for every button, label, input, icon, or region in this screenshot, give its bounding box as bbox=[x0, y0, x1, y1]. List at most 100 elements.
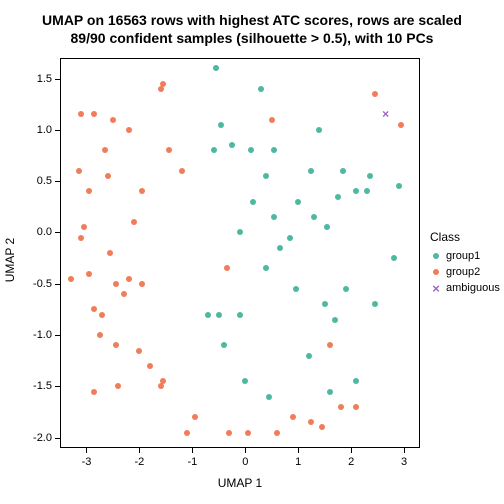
y-tick-label: 0.0 bbox=[24, 226, 52, 238]
scatter-point-group2 bbox=[139, 188, 145, 194]
y-tick-label: -1.5 bbox=[24, 380, 52, 392]
scatter-point-group2 bbox=[136, 348, 142, 354]
y-tick-mark bbox=[55, 438, 60, 439]
scatter-point-group2 bbox=[269, 117, 275, 123]
scatter-point-group2 bbox=[102, 147, 108, 153]
x-tick-mark bbox=[404, 448, 405, 453]
scatter-point-group1 bbox=[271, 214, 277, 220]
y-tick-label: -1.0 bbox=[24, 329, 52, 341]
scatter-point-group2 bbox=[126, 127, 132, 133]
x-tick-label: -2 bbox=[135, 456, 145, 468]
scatter-point-group1 bbox=[263, 173, 269, 179]
scatter-point-group2 bbox=[86, 188, 92, 194]
x-tick-label: -1 bbox=[187, 456, 197, 468]
scatter-point-group1 bbox=[229, 142, 235, 148]
scatter-point-group2 bbox=[78, 235, 84, 241]
scatter-point-group2 bbox=[290, 414, 296, 420]
scatter-point-group2 bbox=[91, 389, 97, 395]
scatter-point-group1 bbox=[237, 312, 243, 318]
scatter-point-group2 bbox=[113, 281, 119, 287]
scatter-point-group1 bbox=[216, 312, 222, 318]
chart-container: UMAP on 16563 rows with highest ATC scor… bbox=[0, 0, 504, 504]
y-axis-label: UMAP 2 bbox=[3, 210, 17, 310]
scatter-point-group2 bbox=[338, 404, 344, 410]
scatter-point-group1 bbox=[211, 147, 217, 153]
scatter-point-group2 bbox=[139, 281, 145, 287]
scatter-point-group2 bbox=[76, 168, 82, 174]
scatter-point-group2 bbox=[115, 383, 121, 389]
scatter-point-group2 bbox=[81, 224, 87, 230]
y-tick-mark bbox=[55, 130, 60, 131]
circle-marker-icon bbox=[430, 266, 442, 278]
scatter-point-group2 bbox=[158, 86, 164, 92]
scatter-point-group1 bbox=[250, 199, 256, 205]
scatter-point-group1 bbox=[205, 312, 211, 318]
chart-title: UMAP on 16563 rows with highest ATC scor… bbox=[0, 12, 504, 47]
x-tick-mark bbox=[86, 448, 87, 453]
scatter-point-group2 bbox=[184, 430, 190, 436]
x-tick-mark bbox=[298, 448, 299, 453]
x-tick-mark bbox=[351, 448, 352, 453]
scatter-point-group1 bbox=[340, 168, 346, 174]
scatter-point-group2 bbox=[179, 168, 185, 174]
scatter-point-ambiguous: × bbox=[382, 108, 389, 120]
scatter-point-group1 bbox=[263, 265, 269, 271]
x-axis-label: UMAP 1 bbox=[60, 476, 420, 490]
scatter-point-group2 bbox=[105, 173, 111, 179]
scatter-point-group2 bbox=[78, 111, 84, 117]
x-tick-mark bbox=[139, 448, 140, 453]
scatter-point-group1 bbox=[311, 214, 317, 220]
scatter-point-group1 bbox=[372, 301, 378, 307]
title-line-1: UMAP on 16563 rows with highest ATC scor… bbox=[0, 12, 504, 30]
scatter-point-group2 bbox=[113, 342, 119, 348]
legend-item: group1 bbox=[430, 248, 500, 264]
scatter-point-group1 bbox=[213, 65, 219, 71]
scatter-point-group2 bbox=[68, 276, 74, 282]
scatter-point-group1 bbox=[258, 86, 264, 92]
scatter-point-group1 bbox=[364, 188, 370, 194]
scatter-point-group1 bbox=[367, 173, 373, 179]
scatter-point-group1 bbox=[308, 168, 314, 174]
scatter-point-group2 bbox=[86, 271, 92, 277]
scatter-point-group2 bbox=[126, 276, 132, 282]
scatter-point-group1 bbox=[316, 127, 322, 133]
scatter-point-group1 bbox=[242, 378, 248, 384]
scatter-point-group2 bbox=[91, 306, 97, 312]
legend-label: group2 bbox=[446, 266, 480, 278]
scatter-point-group1 bbox=[295, 199, 301, 205]
scatter-point-group2 bbox=[158, 383, 164, 389]
scatter-point-group2 bbox=[274, 430, 280, 436]
x-tick-label: 3 bbox=[401, 456, 407, 468]
title-line-2: 89/90 confident samples (silhouette > 0.… bbox=[0, 30, 504, 48]
y-tick-mark bbox=[55, 335, 60, 336]
scatter-point-group1 bbox=[343, 286, 349, 292]
scatter-point-group2 bbox=[245, 430, 251, 436]
y-tick-label: 1.5 bbox=[24, 73, 52, 85]
scatter-point-group2 bbox=[226, 430, 232, 436]
scatter-point-group2 bbox=[97, 332, 103, 338]
scatter-point-group2 bbox=[166, 147, 172, 153]
scatter-point-group1 bbox=[266, 394, 272, 400]
scatter-point-group2 bbox=[91, 111, 97, 117]
scatter-point-group1 bbox=[353, 188, 359, 194]
y-tick-label: 1.0 bbox=[24, 124, 52, 136]
scatter-point-group1 bbox=[332, 317, 338, 323]
scatter-point-group1 bbox=[248, 147, 254, 153]
scatter-point-group2 bbox=[319, 424, 325, 430]
scatter-point-group1 bbox=[322, 301, 328, 307]
x-tick-mark bbox=[245, 448, 246, 453]
scatter-point-group1 bbox=[324, 224, 330, 230]
x-tick-label: 2 bbox=[348, 456, 354, 468]
scatter-point-group2 bbox=[147, 363, 153, 369]
scatter-point-group2 bbox=[192, 414, 198, 420]
scatter-point-group2 bbox=[99, 312, 105, 318]
scatter-point-group2 bbox=[353, 404, 359, 410]
y-tick-label: -2.0 bbox=[24, 432, 52, 444]
scatter-point-group1 bbox=[221, 342, 227, 348]
scatter-point-group2 bbox=[110, 117, 116, 123]
scatter-point-group2 bbox=[327, 342, 333, 348]
x-tick-label: 1 bbox=[295, 456, 301, 468]
scatter-point-group2 bbox=[372, 91, 378, 97]
y-tick-mark bbox=[55, 79, 60, 80]
scatter-point-group2 bbox=[398, 122, 404, 128]
